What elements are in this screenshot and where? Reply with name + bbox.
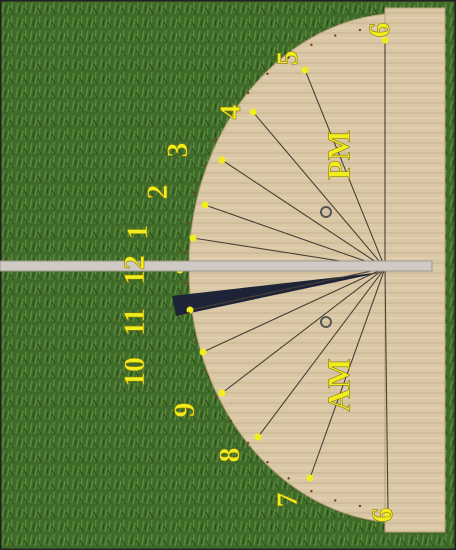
am-label: AM bbox=[320, 358, 356, 411]
minute-dot bbox=[310, 490, 312, 492]
hour-label: 6 bbox=[363, 23, 396, 38]
hour-label: 1 bbox=[121, 225, 154, 240]
minute-dot bbox=[187, 312, 189, 314]
hour-dot bbox=[219, 157, 226, 164]
minute-dot bbox=[194, 193, 196, 195]
hour-dot bbox=[250, 109, 257, 116]
hour-dot bbox=[202, 202, 209, 209]
minute-dot bbox=[187, 222, 189, 224]
minute-dot bbox=[359, 29, 361, 31]
minute-dot bbox=[359, 505, 361, 507]
hour-dot bbox=[255, 434, 262, 441]
hour-dot bbox=[200, 349, 207, 356]
minute-dot bbox=[334, 499, 336, 501]
minute-dot bbox=[287, 477, 289, 479]
minute-dot bbox=[184, 282, 186, 284]
minute-dot bbox=[215, 395, 217, 397]
hour-label: 4 bbox=[214, 105, 247, 120]
minute-dot bbox=[184, 252, 186, 254]
minute-dot bbox=[247, 442, 249, 444]
hour-label: 8 bbox=[213, 448, 246, 463]
hour-dot bbox=[302, 67, 309, 74]
hour-label: 2 bbox=[141, 185, 174, 200]
minute-dot bbox=[334, 34, 336, 36]
page: PM AM 6543211211109876 (() => { const da… bbox=[0, 0, 456, 550]
minute-dot bbox=[203, 369, 205, 371]
hour-dot bbox=[219, 390, 226, 397]
gnomon-rod bbox=[0, 261, 432, 271]
pm-label: PM bbox=[320, 130, 356, 180]
minute-dot bbox=[266, 73, 268, 75]
hour-label: 3 bbox=[161, 143, 194, 158]
hour-label: 5 bbox=[271, 51, 304, 66]
hour-label: 7 bbox=[271, 493, 304, 508]
hour-label: 9 bbox=[168, 403, 201, 418]
minute-dot bbox=[194, 341, 196, 343]
hour-label: 6 bbox=[366, 508, 399, 523]
hour-label: 12 bbox=[118, 255, 151, 285]
minute-dot bbox=[310, 44, 312, 46]
minute-dot bbox=[266, 461, 268, 463]
hour-dot bbox=[190, 235, 197, 242]
hour-dot bbox=[307, 475, 314, 482]
sundial-photo: PM AM 6 5 4 3 2 1 12 11 10 9 8 7 6 bbox=[0, 0, 456, 550]
hour-label: 10 bbox=[118, 357, 151, 387]
minute-dot bbox=[230, 420, 232, 422]
hour-label: 11 bbox=[118, 308, 151, 336]
minute-dot bbox=[203, 165, 205, 167]
minute-dot bbox=[215, 138, 217, 140]
minute-dot bbox=[247, 92, 249, 94]
